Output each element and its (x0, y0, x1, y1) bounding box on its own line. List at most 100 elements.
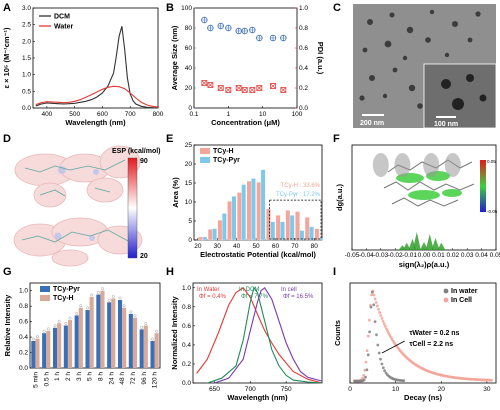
bar-g-tcy-pyr (63, 325, 68, 368)
bar-g-tcy-h (143, 325, 148, 368)
x-tick-label-a: 600 (97, 111, 108, 118)
decay-point-cell (367, 318, 371, 322)
x-tick-label-e: 20 (194, 243, 202, 250)
x-axis-label-i: Decay (ns) (404, 393, 442, 402)
bar-e-tcy-pyr (299, 230, 305, 241)
legend-label-e: TCy-H (213, 148, 234, 155)
highlight-box-e (269, 199, 322, 240)
size-point-cross (207, 25, 214, 31)
decay-point-cell (366, 334, 370, 338)
y-tick-label-g: 0.4 (19, 334, 28, 341)
legend-label-h: In DCM (239, 287, 259, 293)
annotation-i: τCell = 2.2 ns (409, 341, 453, 348)
y-tick-label-h: 0.2 (182, 361, 191, 368)
pdi-point-cross (242, 87, 248, 93)
decay-point-water (373, 320, 377, 324)
x-tick-label-e: 70 (291, 243, 299, 250)
x-tick-label-i: 10 (392, 386, 400, 393)
y-tick-label-a: 0.5 (22, 88, 31, 95)
size-point-cross (201, 17, 208, 23)
legend-swatch-e (200, 148, 210, 154)
y-tick-label-a: 1.0 (22, 72, 31, 79)
x-tick-label-a: 500 (69, 111, 80, 118)
bar-e-tcy-h (207, 229, 213, 241)
series-line-a-dcm (35, 26, 159, 109)
x-tick-label-b: 10 (259, 111, 267, 118)
x-tick-label-f: 0.00 (418, 252, 431, 259)
annotation-i: τWater = 0.2 ns (409, 330, 459, 337)
bar-g-point (68, 316, 72, 320)
dg-scatter-cloud (423, 153, 440, 177)
bar-g-point (36, 335, 39, 339)
panel-label-i: I (333, 266, 336, 278)
legend-label-e: TCy-Pyr (213, 157, 240, 164)
annotation-arrow-i (381, 340, 405, 354)
x-tick-label-e: 50 (252, 243, 260, 250)
dg-scatter-cloud (394, 153, 411, 177)
bar-g-tcy-h (132, 317, 138, 368)
pdi-point (256, 85, 263, 91)
dg-spike (431, 238, 440, 250)
y-tick-label-a: 2.0 (22, 38, 31, 45)
legend-label-a: DCM (54, 14, 70, 21)
x-tick-label-h: 700 (245, 386, 256, 393)
pdi-point (241, 87, 248, 93)
x-axis-label-h: Wavelength (nm) (227, 393, 288, 402)
bar-e-tcy-pyr (270, 221, 276, 241)
decay-point-water (372, 303, 376, 307)
plot-frame-i (349, 282, 497, 384)
x-tick-label-a: 800 (153, 111, 164, 118)
pdi-point-cross (249, 87, 256, 93)
pdi-point-cross (270, 83, 276, 89)
x-tick-label-e: 60 (272, 243, 280, 250)
bar-g-tcy-pyr (52, 327, 58, 368)
y-tick-label-e: 20 (185, 161, 193, 168)
decay-point-water (402, 379, 406, 383)
bar-g-tcy-h (57, 323, 62, 368)
decay-point-cell (490, 378, 493, 382)
panel-label-g: G (3, 266, 12, 278)
pdi-point-cross (256, 85, 263, 91)
x-tick-label-i: 0 (348, 386, 352, 393)
pdi-point (217, 85, 224, 91)
y-tick-label-h: 0.8 (182, 304, 191, 311)
y2-tick-label-b: 1.0 (299, 5, 308, 12)
bar-g-point (144, 322, 148, 325)
nci-isosurface: 0.05 -0.05 (383, 159, 498, 214)
bar-g-tcy-pyr (107, 302, 112, 368)
decay-point-water (369, 305, 373, 309)
x-tick-label-f: 0.05 (490, 252, 500, 259)
y-tick-label-a: 2.5 (22, 22, 31, 29)
dg-scatter-cloud (372, 153, 389, 177)
y-tick-label-e: 25 (185, 142, 193, 149)
pdi-point-cross (225, 87, 232, 93)
bar-e-tcy-h (246, 180, 252, 241)
bar-e-tcy-h (275, 215, 281, 241)
bar-g-tcy-pyr (42, 333, 47, 368)
y2-tick-label-b: 0.8 (299, 25, 308, 32)
bar-g-tcy-pyr (139, 329, 144, 368)
quantum-yield-h: Φf = 16.5% (283, 294, 314, 300)
bar-g-tcy-h (100, 290, 105, 368)
esp-surface-map (13, 145, 143, 267)
decay-point-water (377, 351, 381, 355)
y-tick-label-h: 0.0 (182, 380, 191, 387)
y-tick-label-a: 0.0 (22, 105, 31, 112)
bar-e-tcy-h (314, 228, 320, 241)
panel-label-d: D (3, 133, 11, 145)
bar-e-tcy-h (295, 211, 300, 241)
bar-g-tcy-pyr (96, 294, 101, 368)
bar-e-tcy-pyr (241, 184, 247, 241)
x-tick-label-g: 96 h (141, 372, 148, 385)
bar-g-point (79, 304, 83, 308)
pdi-point-cross (280, 87, 287, 93)
bar-g-point (46, 327, 50, 331)
bar-e-tcy-h (256, 182, 262, 241)
size-point-cross (270, 35, 276, 41)
bar-g-tcy-pyr (85, 310, 90, 368)
x-tick-label-b: 100 (292, 111, 303, 118)
bar-g-tcy-pyr (117, 300, 123, 368)
x-tick-label-g: 120 h (152, 372, 159, 389)
y-tick-label-b: 0 (188, 105, 192, 112)
